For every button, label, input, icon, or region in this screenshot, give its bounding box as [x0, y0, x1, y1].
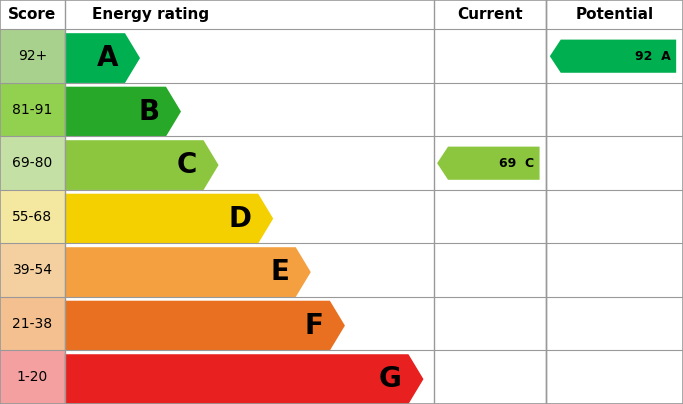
Text: 55-68: 55-68 [12, 210, 53, 224]
Polygon shape [65, 247, 311, 297]
Bar [0, 137, 65, 190]
Polygon shape [65, 354, 423, 404]
Text: G: G [379, 365, 402, 393]
Bar [0, 351, 65, 404]
Polygon shape [65, 33, 140, 83]
Text: 69-80: 69-80 [12, 156, 53, 170]
Bar [0, 0, 683, 29]
Bar [0, 83, 65, 137]
Text: 1-20: 1-20 [17, 370, 48, 384]
Bar [0, 297, 65, 351]
Polygon shape [65, 140, 219, 190]
Text: C: C [176, 151, 197, 179]
Polygon shape [437, 147, 540, 180]
Text: Score: Score [8, 7, 57, 22]
Text: 21-38: 21-38 [12, 317, 53, 331]
Text: 92+: 92+ [18, 49, 47, 63]
Polygon shape [65, 301, 345, 351]
Polygon shape [65, 194, 273, 244]
Bar [0, 29, 65, 83]
Text: Current: Current [457, 7, 523, 22]
Bar [0, 190, 65, 244]
Bar [0, 244, 65, 297]
Polygon shape [65, 87, 181, 137]
Text: F: F [304, 311, 323, 340]
Text: 81-91: 81-91 [12, 103, 53, 117]
Text: Energy rating: Energy rating [92, 7, 209, 22]
Text: E: E [270, 258, 289, 286]
Text: 69  C: 69 C [499, 157, 534, 170]
Text: Potential: Potential [576, 7, 654, 22]
Text: 92  A: 92 A [635, 50, 671, 63]
Polygon shape [550, 40, 676, 73]
Text: B: B [138, 98, 159, 126]
Text: 39-54: 39-54 [12, 263, 53, 277]
Text: A: A [97, 44, 118, 72]
Text: D: D [228, 204, 251, 233]
